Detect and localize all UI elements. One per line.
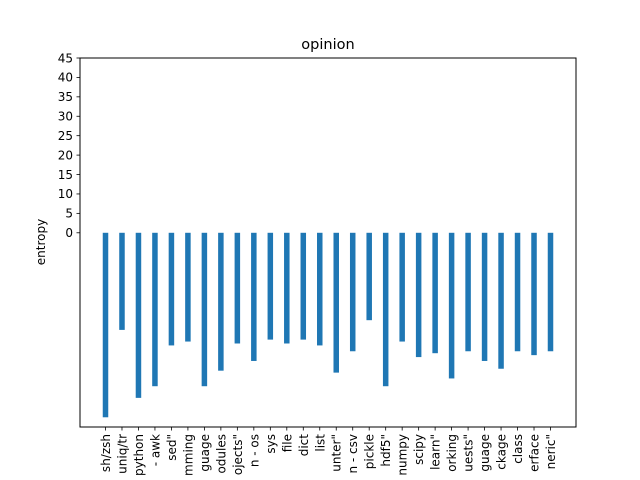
x-tick-label: uniq/tr [115,434,129,474]
bar [284,232,290,344]
y-tick-label: 20 [58,148,73,162]
bar [333,232,339,373]
y-tick-label: 0 [65,226,73,240]
y-tick-label: 10 [58,187,73,201]
x-tick-label: scipy [412,434,426,465]
bar [234,232,241,344]
bar [218,232,224,371]
x-ticks-group: sh/zsh uniq/tr python - awk sed" mming guage od… [99,427,558,476]
y-tick-label: 25 [58,129,73,143]
x-tick-label: sh/zsh [99,434,113,472]
y-tick-label: 35 [58,90,73,104]
y-tick-label: 40 [58,71,73,85]
x-tick-label: mming [181,434,195,476]
bar [514,232,521,352]
y-tick-label: 15 [58,168,73,182]
x-tick-label: ckage [495,434,509,470]
x-tick-label: n - csv [346,434,360,474]
bar [119,232,125,330]
chart-title: opinion [301,37,354,53]
bars-group [102,232,554,418]
y-axis-label: entropy [34,219,48,265]
x-tick-label: sed" [165,434,179,461]
x-tick-label: list [313,434,327,452]
y-tick-label: 45 [58,51,73,65]
x-tick-label: odules [214,434,228,474]
bar [152,232,158,387]
bar [415,232,422,358]
x-tick-label: sys [264,434,278,454]
bar [382,232,389,387]
plot-frame [79,57,577,428]
bar [547,232,554,352]
bar [399,232,405,342]
x-tick-label: pickle [363,434,377,469]
x-tick-label: orking [445,434,459,472]
bar [267,232,274,340]
bar [168,232,175,346]
y-tick-label: 30 [58,110,73,124]
bar [317,232,323,346]
bar [366,232,372,321]
x-tick-label: neric" [544,434,558,469]
bar [465,232,471,352]
x-tick-label: n - os [247,434,261,467]
x-tick-label: learn" [429,434,443,470]
x-tick-label: file [280,434,294,452]
bar [102,232,109,418]
bar [349,232,356,352]
x-tick-label: dict [297,434,311,457]
bar [448,232,455,379]
x-tick-label: class [511,434,525,464]
x-tick-label: erface [528,434,542,472]
y-tick-label: 5 [65,207,73,221]
x-tick-label: uests" [462,434,476,472]
bar [432,232,438,354]
bar [185,232,191,342]
x-tick-label: guage [478,434,492,472]
bar [300,232,307,340]
x-tick-label: guage [198,434,212,472]
bar [531,232,537,356]
bar [481,232,488,361]
bar [498,232,504,369]
bar [251,232,257,361]
x-tick-label: unter" [330,434,344,472]
x-tick-label: ojects" [231,434,245,475]
x-tick-label: - awk [148,434,162,466]
x-tick-label: hdf5" [379,434,393,467]
x-tick-label: python [132,434,146,476]
x-tick-label: numpy [396,434,410,476]
bar [135,232,142,398]
bar [201,232,208,387]
y-ticks-group: 0 5 10 15 20 25 30 35 40 45 [58,51,80,240]
